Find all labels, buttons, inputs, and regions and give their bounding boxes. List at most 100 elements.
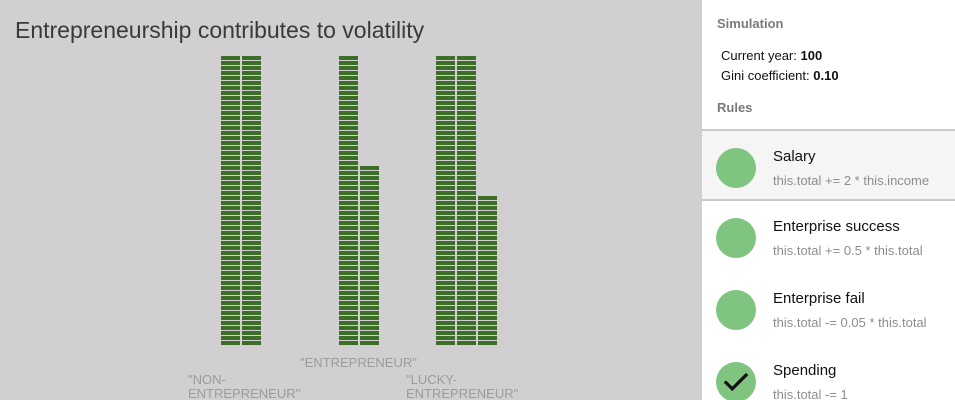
brick (339, 306, 358, 310)
brick (457, 311, 476, 315)
rule-code: this.total -= 1 (773, 387, 848, 400)
page-title: Entrepreneurship contributes to volatili… (15, 17, 425, 43)
brick (221, 301, 240, 305)
rule-toggle[interactable] (716, 148, 756, 188)
brick (221, 126, 240, 130)
rule-code: this.total += 0.5 * this.total (773, 243, 923, 258)
brick (360, 186, 379, 190)
brick (339, 216, 358, 220)
rule-code: this.total -= 0.05 * this.total (773, 315, 927, 330)
brick (339, 101, 358, 105)
brick (457, 281, 476, 285)
brick (360, 176, 379, 180)
brick (242, 236, 261, 240)
brick (221, 246, 240, 250)
brick (478, 281, 497, 285)
brick (436, 166, 455, 170)
current-year-value: 100 (800, 48, 823, 63)
brick (478, 256, 497, 260)
brick (478, 211, 497, 215)
brick (457, 81, 476, 85)
rule-toggle[interactable] (716, 290, 756, 330)
brick (221, 236, 240, 240)
current-year-stat: Current year: 100 (721, 48, 822, 63)
brick (221, 201, 240, 205)
brick (339, 56, 358, 60)
brick (457, 76, 476, 80)
brick (221, 261, 240, 265)
brick (242, 101, 261, 105)
brick (339, 321, 358, 325)
brick (242, 201, 261, 205)
brick (436, 126, 455, 130)
brick (339, 311, 358, 315)
brick (478, 261, 497, 265)
brick (436, 241, 455, 245)
brick (436, 286, 455, 290)
brick (478, 236, 497, 240)
brick (242, 306, 261, 310)
brick (360, 236, 379, 240)
brick (478, 276, 497, 280)
brick (242, 76, 261, 80)
brick (436, 81, 455, 85)
brick (478, 246, 497, 250)
brick (360, 286, 379, 290)
brick (221, 111, 240, 115)
brick (457, 156, 476, 160)
rule-salary[interactable]: Salary this.total += 2 * this.income (702, 129, 955, 201)
brick (360, 166, 379, 170)
brick (457, 181, 476, 185)
brick (242, 121, 261, 125)
brick (436, 221, 455, 225)
brick (221, 321, 240, 325)
brick (436, 236, 455, 240)
brick-stack (339, 56, 358, 346)
brick (436, 311, 455, 315)
brick (339, 96, 358, 100)
brick (242, 156, 261, 160)
brick (339, 221, 358, 225)
rule-name: Enterprise fail (773, 290, 865, 307)
brick (339, 271, 358, 275)
brick (221, 131, 240, 135)
brick (242, 256, 261, 260)
brick (478, 326, 497, 330)
brick (457, 61, 476, 65)
category-label-entrepreneur: "ENTREPRENEUR" (300, 355, 417, 370)
brick (221, 191, 240, 195)
brick (242, 291, 261, 295)
brick (221, 76, 240, 80)
brick (339, 331, 358, 335)
brick (457, 256, 476, 260)
brick (221, 181, 240, 185)
brick (360, 216, 379, 220)
brick (339, 281, 358, 285)
rule-enterprise-fail[interactable]: Enterprise fail this.total -= 0.05 * thi… (702, 273, 955, 345)
check-icon (723, 372, 749, 392)
rule-toggle[interactable] (716, 218, 756, 258)
brick (339, 161, 358, 165)
brick (242, 221, 261, 225)
brick (339, 141, 358, 145)
brick (242, 91, 261, 95)
brick (339, 206, 358, 210)
brick (478, 296, 497, 300)
brick (221, 211, 240, 215)
brick (478, 221, 497, 225)
current-year-label: Current year: (721, 48, 797, 63)
brick (242, 331, 261, 335)
brick (478, 271, 497, 275)
brick (339, 226, 358, 230)
rule-enterprise-success[interactable]: Enterprise success this.total += 0.5 * t… (702, 201, 955, 273)
brick (436, 216, 455, 220)
brick (436, 201, 455, 205)
brick (339, 166, 358, 170)
brick (360, 261, 379, 265)
rule-toggle[interactable] (716, 362, 756, 400)
brick (339, 316, 358, 320)
brick (457, 266, 476, 270)
brick (242, 281, 261, 285)
rule-spending[interactable]: Spending this.total -= 1 (702, 345, 955, 400)
brick (242, 166, 261, 170)
